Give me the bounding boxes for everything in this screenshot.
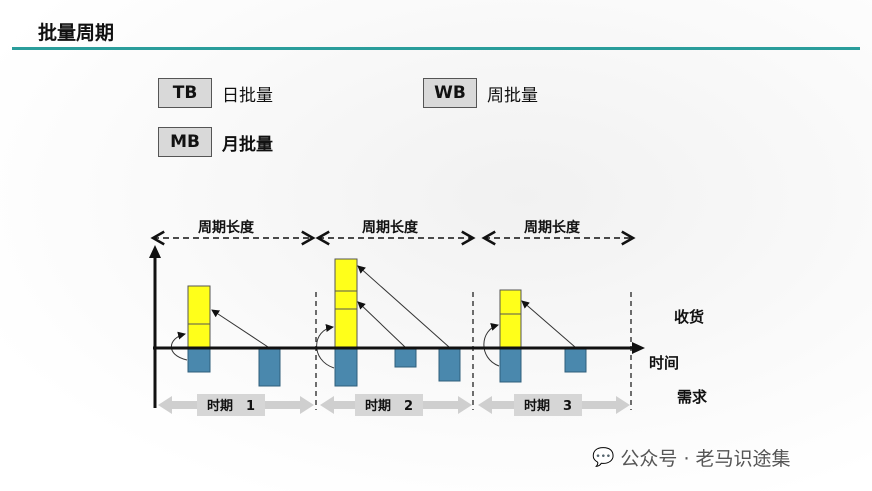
legend-tb: TB 日批量 xyxy=(158,78,273,108)
cycle-label: 周期长度 xyxy=(524,219,581,236)
legend-code: TB xyxy=(158,78,212,108)
demand-bar xyxy=(187,347,211,373)
watermark: 💬 公众号 · 老马识途集 xyxy=(592,444,791,471)
demand-label: 需求 xyxy=(677,388,708,406)
page-title: 批量周期 xyxy=(38,22,115,44)
legend-code: MB xyxy=(158,127,212,157)
demand-bar xyxy=(564,347,587,373)
demand-bar xyxy=(258,347,281,387)
receipt-label: 收货 xyxy=(674,308,704,326)
period-label: 时期 3 xyxy=(524,398,572,414)
legend-code: WB xyxy=(423,78,477,108)
cycle-label: 周期长度 xyxy=(198,219,255,236)
demand-bar xyxy=(334,347,358,387)
demand-bar xyxy=(499,347,522,383)
legend-label: 月批量 xyxy=(222,134,273,155)
period-box xyxy=(197,394,265,416)
time-label: 时间 xyxy=(649,354,679,372)
receipt-bar xyxy=(499,289,522,349)
watermark-text: 公众号 · 老马识途集 xyxy=(620,448,791,470)
legend-wb: WB 周批量 xyxy=(423,78,538,108)
wechat-icon: 💬 xyxy=(592,447,615,468)
period-label: 时期 1 xyxy=(207,398,255,414)
period-box xyxy=(514,394,582,416)
legend-label: 周批量 xyxy=(487,85,538,106)
legend-mb: MB 月批量 xyxy=(158,127,273,157)
receipt-bar xyxy=(334,258,358,349)
receipt-bar xyxy=(187,285,211,349)
cycle-label: 周期长度 xyxy=(362,219,419,236)
demand-bar xyxy=(438,347,461,382)
period-box xyxy=(355,394,423,416)
period-label: 时期 2 xyxy=(365,398,413,414)
demand-bar xyxy=(394,347,417,368)
legend-label: 日批量 xyxy=(222,85,273,106)
title-divider xyxy=(12,47,860,50)
